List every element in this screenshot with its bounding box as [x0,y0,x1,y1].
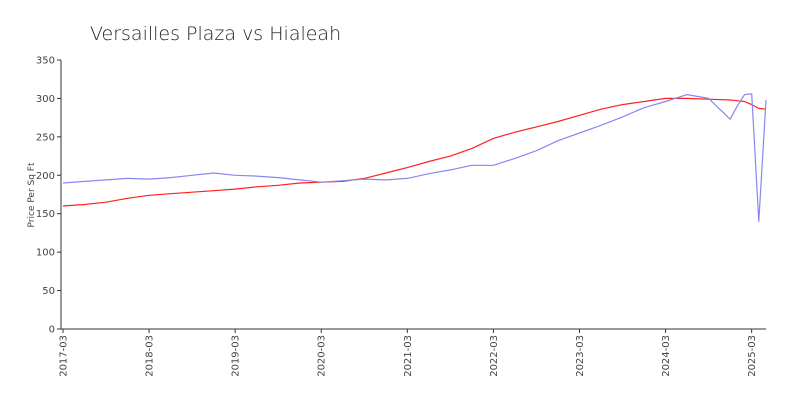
x-tick-label: 2024-03 [661,335,672,377]
series-line-2 [62,93,767,222]
y-axis-label: Price Per Sq Ft [27,162,37,227]
x-tick-label: 2025-03 [747,335,758,377]
y-tick-label: 150 [36,209,55,220]
x-tick-label: 2017-03 [59,335,70,377]
y-tick-label: 300 [36,94,55,105]
y-tick-label: 50 [42,286,55,297]
x-tick-label: 2021-03 [403,335,414,377]
series-line-1 [62,97,767,207]
y-axis-ticks: 0 50 100 150 200 250 300 350 [36,56,61,336]
x-axis-ticks: 2017-03 2018-03 2019-03 2020-03 2021-03 2022-… [59,329,758,377]
x-tick-label: 2023-03 [575,335,586,377]
x-tick-label: 2022-03 [489,335,500,377]
series-lines [62,93,767,222]
y-tick-label: 250 [36,132,55,143]
x-tick-label: 2020-03 [317,335,328,377]
x-tick-label: 2019-03 [231,335,242,377]
y-tick-label: 100 [36,248,55,259]
chart-title: Versailles Plaza vs Hialeah [90,23,341,45]
y-tick-label: 200 [36,171,55,182]
y-tick-label: 350 [36,56,55,67]
y-tick-label: 0 [49,325,55,336]
x-tick-label: 2018-03 [145,335,156,377]
